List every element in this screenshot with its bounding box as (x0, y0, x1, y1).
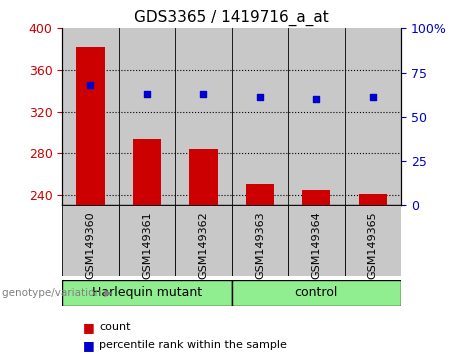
Text: control: control (295, 286, 338, 299)
Bar (302, 190, 331, 205)
Bar (246, 184, 274, 205)
Text: GSM149362: GSM149362 (198, 211, 208, 279)
Bar (288, 205, 344, 276)
Text: GSM149360: GSM149360 (85, 211, 95, 279)
Point (369, 95, 377, 100)
Point (313, 96, 320, 102)
Bar (189, 149, 218, 205)
Bar (175, 205, 231, 276)
Bar (175, 28, 231, 205)
Point (200, 91, 207, 97)
Text: ■: ■ (83, 321, 95, 334)
Bar (231, 28, 288, 205)
Bar (62, 28, 118, 205)
Text: GSM149365: GSM149365 (368, 211, 378, 279)
Bar (62, 280, 231, 306)
Point (87, 82, 94, 88)
Bar (133, 139, 161, 205)
Bar (359, 194, 387, 205)
Bar (62, 205, 118, 276)
Bar (231, 205, 288, 276)
Text: Harlequin mutant: Harlequin mutant (92, 286, 202, 299)
Text: GSM149364: GSM149364 (311, 211, 321, 279)
Point (143, 91, 151, 97)
Bar (77, 47, 105, 205)
Bar (118, 28, 175, 205)
Text: percentile rank within the sample: percentile rank within the sample (99, 340, 287, 350)
Bar (344, 28, 401, 205)
Text: GSM149361: GSM149361 (142, 211, 152, 279)
Text: count: count (99, 322, 130, 332)
Title: GDS3365 / 1419716_a_at: GDS3365 / 1419716_a_at (134, 9, 329, 25)
Bar (288, 28, 344, 205)
Point (256, 95, 264, 100)
Bar (231, 280, 401, 306)
Bar (344, 205, 401, 276)
Text: GSM149363: GSM149363 (255, 211, 265, 279)
Text: genotype/variation ▶: genotype/variation ▶ (2, 288, 112, 298)
Bar (118, 205, 175, 276)
Text: ■: ■ (83, 339, 95, 352)
